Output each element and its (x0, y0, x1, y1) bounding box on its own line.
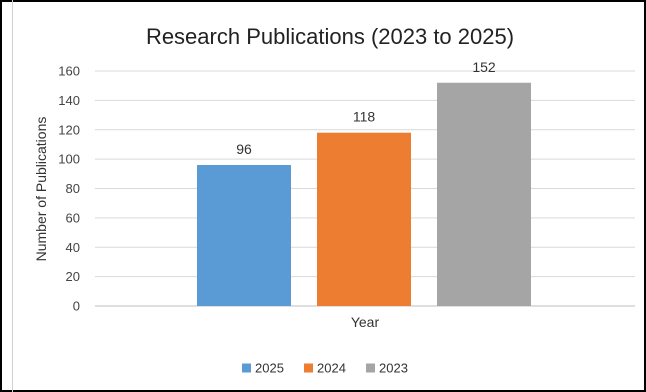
y-axis-label: Number of Publications (33, 117, 49, 262)
bar-2024 (317, 132, 411, 306)
x-axis-label: Year (351, 314, 380, 330)
legend-swatch-2025 (242, 363, 251, 373)
bar-2025 (197, 165, 291, 306)
data-label-2023: 152 (472, 59, 496, 75)
frame-left-rule (12, 0, 13, 392)
y-tick-label: 0 (73, 299, 80, 314)
y-tick-label: 140 (58, 93, 80, 108)
y-tick-label: 100 (58, 152, 80, 167)
bar-2023 (437, 82, 531, 306)
legend-swatch-2023 (366, 363, 375, 373)
y-tick-label: 60 (66, 210, 80, 225)
bars (197, 82, 531, 306)
y-tick-label: 40 (66, 240, 80, 255)
y-axis-ticks: 0 20 40 60 80 100 120 140 160 (58, 64, 80, 314)
y-tick-label: 160 (58, 64, 80, 79)
chart-title: Research Publications (2023 to 2025) (146, 24, 514, 49)
legend-label-2024: 2024 (317, 361, 346, 376)
legend-label-2025: 2025 (255, 361, 284, 376)
y-tick-label: 120 (58, 122, 80, 137)
y-tick-label: 20 (66, 269, 80, 284)
legend-label-2023: 2023 (379, 361, 408, 376)
data-label-2025: 96 (236, 141, 252, 157)
data-labels: 96 118 152 (236, 59, 496, 157)
data-label-2024: 118 (353, 109, 376, 125)
y-tick-label: 80 (66, 181, 80, 196)
legend-swatch-2024 (304, 363, 313, 373)
legend: 2025 2024 2023 (242, 361, 408, 376)
